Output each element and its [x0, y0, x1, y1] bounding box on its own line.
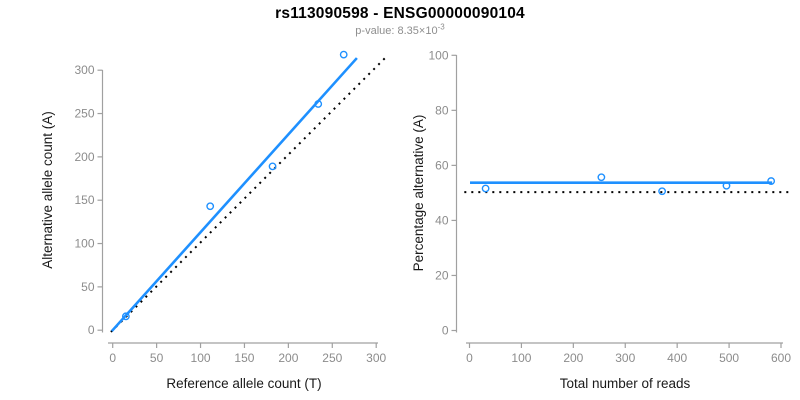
data-point — [722, 181, 731, 190]
y-tick-label: 0 — [442, 324, 449, 338]
identity-reference-line — [110, 55, 388, 333]
x-tick-label: 250 — [322, 351, 342, 365]
data-point — [658, 187, 667, 196]
y-tick-label: 20 — [435, 268, 449, 282]
pvalue-exponent: -3 — [437, 22, 445, 32]
y-axis-title: Percentage alternative (A) — [411, 115, 426, 272]
y-tick-label: 150 — [74, 193, 94, 207]
x-tick-label: 300 — [615, 351, 635, 365]
x-tick-label: 100 — [191, 351, 211, 365]
x-tick-label: 600 — [771, 351, 791, 365]
x-tick-label: 300 — [366, 351, 386, 365]
x-tick-label: 400 — [667, 351, 687, 365]
data-point — [597, 173, 606, 182]
y-axis-title: Alternative allele count (A) — [40, 111, 55, 269]
y-tick-label: 0 — [88, 323, 95, 337]
data-point — [481, 184, 490, 193]
data-point — [767, 177, 776, 185]
x-tick-label: 150 — [234, 351, 254, 365]
y-tick-label: 100 — [428, 48, 448, 62]
fit-line — [110, 57, 358, 332]
pvalue-text: p-value: 8.35×10 — [355, 25, 438, 37]
data-point — [339, 50, 348, 59]
x-tick-label: 500 — [719, 351, 739, 365]
x-tick-label: 100 — [511, 351, 531, 365]
page-title: rs113090598 - ENSG00000090104 — [275, 5, 525, 22]
y-tick-label: 50 — [81, 280, 95, 294]
data-point — [121, 312, 130, 321]
x-tick-label: 200 — [278, 351, 298, 365]
y-tick-label: 200 — [74, 150, 94, 164]
y-tick-label: 100 — [74, 237, 94, 251]
x-tick-label: 0 — [466, 351, 473, 365]
x-axis-title: Reference allele count (T) — [166, 376, 321, 391]
x-tick-label: 200 — [563, 351, 583, 365]
x-tick-label: 50 — [150, 351, 164, 365]
y-tick-label: 300 — [74, 63, 94, 77]
x-tick-label: 0 — [109, 351, 116, 365]
pvalue-subtitle: p-value: 8.35×10-3 — [0, 22, 800, 37]
y-tick-label: 40 — [435, 213, 449, 227]
data-point — [206, 202, 215, 211]
data-point — [268, 162, 277, 171]
y-tick-label: 80 — [435, 103, 449, 117]
y-tick-label: 250 — [74, 107, 94, 121]
data-point — [314, 100, 323, 108]
x-axis-title: Total number of reads — [560, 376, 691, 391]
y-tick-label: 60 — [435, 158, 449, 172]
